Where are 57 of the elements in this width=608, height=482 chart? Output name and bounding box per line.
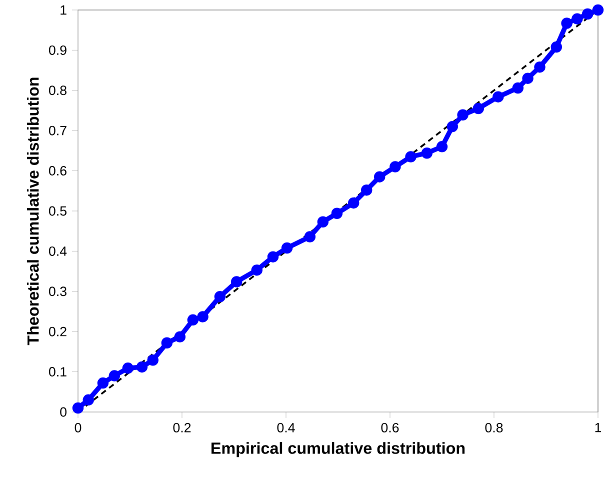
point — [550, 41, 562, 53]
point — [421, 147, 433, 159]
point — [472, 102, 484, 114]
point — [331, 208, 343, 220]
point — [187, 314, 199, 326]
y-tick-label: 0.8 — [49, 86, 66, 96]
point — [281, 242, 293, 254]
x-tick-label: 0.2 — [173, 422, 191, 432]
point — [161, 337, 173, 348]
y-tick-label: 0.6 — [49, 166, 66, 176]
y-tick-label: 0.7 — [49, 126, 66, 136]
point — [561, 18, 572, 29]
point — [348, 197, 360, 209]
point — [390, 161, 401, 172]
point — [457, 109, 468, 121]
y-tick-label: 0.3 — [49, 286, 66, 296]
x-axis-title: Empirical cumulative distribution — [212, 442, 465, 458]
y-tick-label: 0.1 — [49, 367, 66, 377]
point — [147, 354, 159, 366]
point — [360, 184, 372, 196]
point — [492, 91, 504, 102]
point — [136, 361, 148, 373]
point — [122, 362, 134, 374]
point — [82, 394, 94, 406]
point — [304, 231, 316, 242]
point — [97, 377, 109, 389]
point — [522, 72, 534, 84]
point — [214, 290, 226, 302]
point — [108, 370, 120, 382]
point — [436, 141, 448, 152]
x-tick-label: 0.4 — [277, 422, 295, 432]
y-tick-label: 1 — [60, 5, 66, 15]
x-tick-label: 1 — [595, 422, 602, 432]
y-tick-label: 0.2 — [49, 326, 66, 336]
point — [405, 151, 416, 162]
y-tick-label: 0 — [60, 407, 67, 417]
point — [592, 4, 604, 16]
point — [230, 276, 242, 288]
point — [374, 171, 386, 182]
point — [317, 216, 329, 228]
point — [267, 251, 279, 262]
point — [174, 331, 186, 342]
y-tick-label: 0.9 — [49, 45, 66, 55]
y-tick-label: 0.5 — [49, 206, 66, 216]
y-tick-label: 0.4 — [49, 246, 67, 256]
y-axis-title: Theoretical cumulative distribution — [26, 78, 39, 346]
x-tick-label: 0.6 — [381, 422, 399, 432]
point — [582, 8, 594, 20]
x-tick-label: 0 — [74, 422, 82, 432]
point — [572, 13, 583, 24]
point — [197, 311, 208, 322]
x-tick-label: 0.8 — [485, 422, 503, 432]
point — [72, 402, 84, 414]
point — [446, 120, 458, 132]
point — [512, 82, 524, 94]
point — [534, 61, 546, 73]
point — [251, 264, 263, 276]
